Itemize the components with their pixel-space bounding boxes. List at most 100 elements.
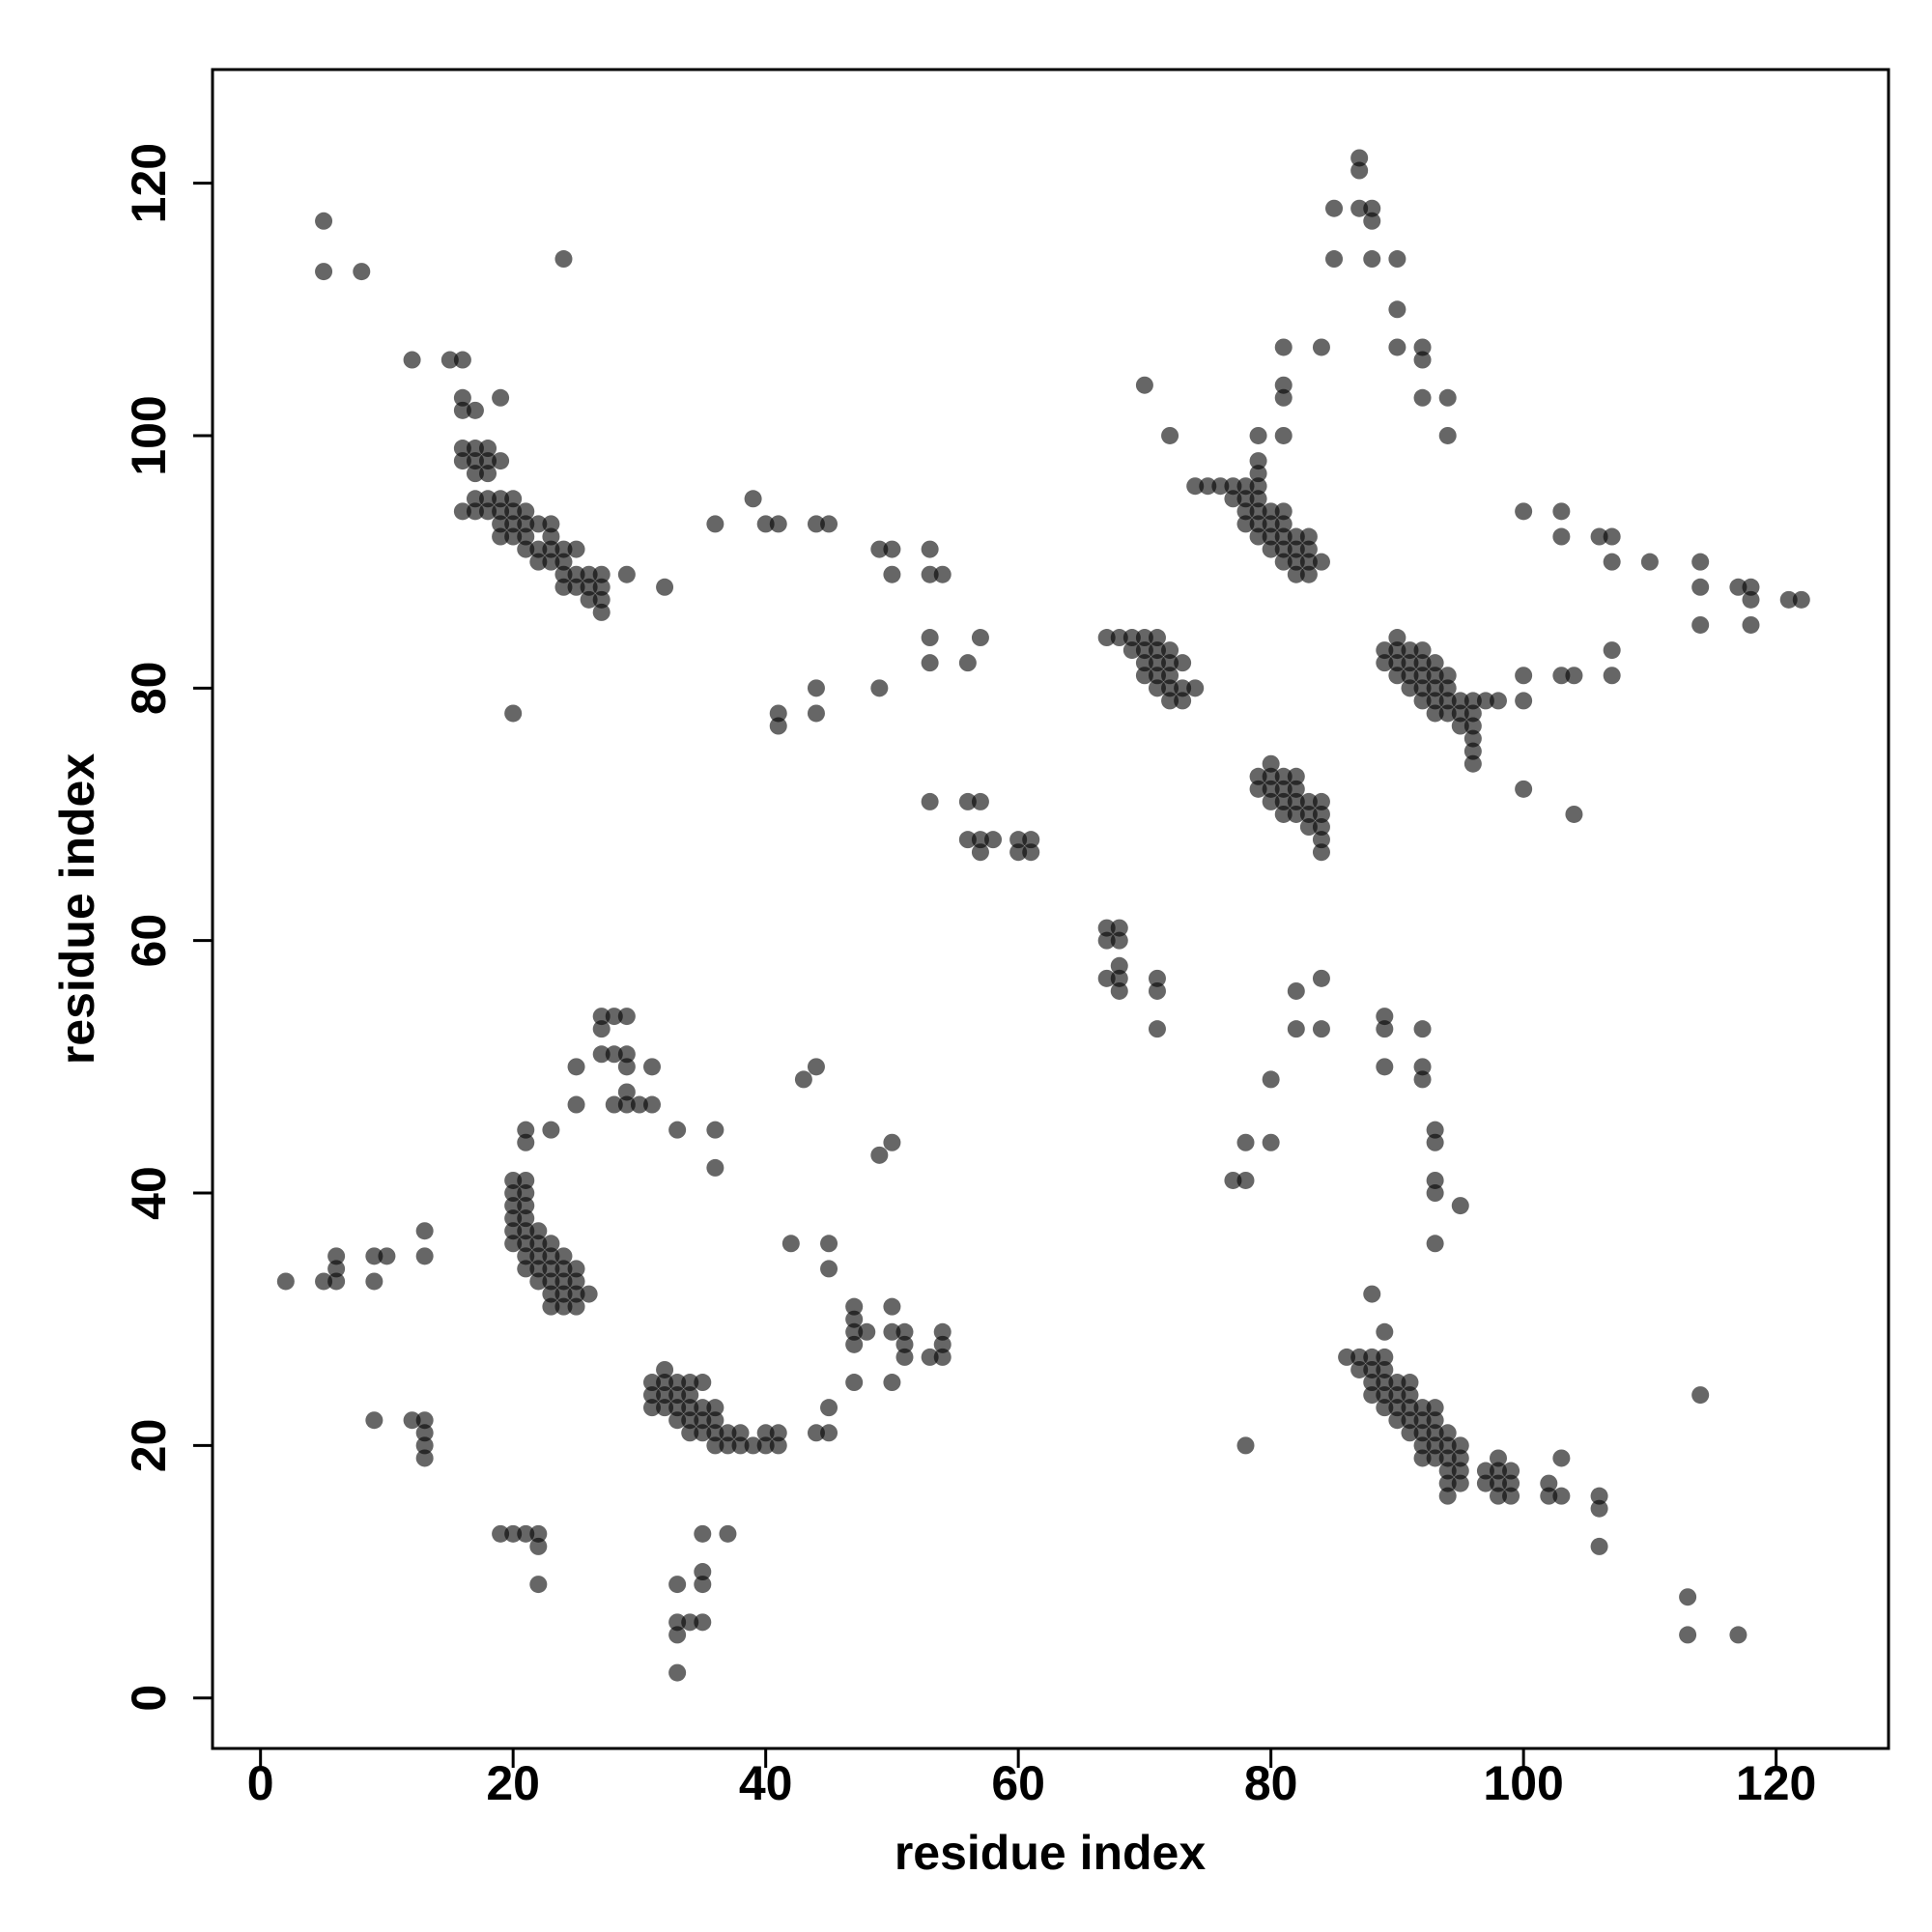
point [1463, 692, 1482, 710]
point [1363, 199, 1381, 217]
point [883, 540, 901, 558]
point [1363, 1348, 1381, 1366]
point [1110, 969, 1128, 987]
point [1287, 527, 1305, 546]
point [1413, 351, 1432, 369]
point [1274, 502, 1293, 521]
point [1565, 667, 1583, 685]
point [580, 578, 598, 596]
point [1135, 629, 1153, 647]
point [781, 1235, 800, 1253]
point [403, 1411, 421, 1430]
point [719, 1436, 737, 1455]
point [958, 831, 977, 849]
point [1338, 1348, 1356, 1366]
point [592, 603, 611, 621]
point [1312, 338, 1330, 356]
point [1388, 641, 1406, 660]
point [1489, 1474, 1507, 1492]
point [1463, 717, 1482, 735]
point [479, 440, 497, 458]
point [1148, 667, 1166, 685]
point [1552, 502, 1571, 521]
point [1097, 919, 1116, 937]
point [1249, 527, 1267, 546]
point [1413, 692, 1432, 710]
point [1236, 515, 1255, 533]
point [517, 515, 535, 533]
point [706, 1158, 724, 1177]
point [1148, 654, 1166, 672]
point [1249, 515, 1267, 533]
point [517, 527, 535, 546]
point [1148, 679, 1166, 697]
point [1262, 515, 1280, 533]
point [1451, 1436, 1469, 1455]
point [492, 527, 510, 546]
point [719, 1524, 737, 1543]
point [1388, 300, 1406, 319]
point [1489, 692, 1507, 710]
point [504, 1524, 523, 1543]
point [958, 654, 977, 672]
point [315, 212, 333, 230]
y-tick-label: 0 [122, 1685, 176, 1712]
point [1401, 1424, 1419, 1442]
point [820, 515, 838, 533]
point [1590, 1499, 1608, 1518]
point [1376, 1058, 1394, 1076]
point [1401, 1399, 1419, 1417]
point [1376, 1020, 1394, 1038]
point [1515, 667, 1533, 685]
point [694, 1563, 712, 1581]
point [1691, 615, 1710, 634]
point [1274, 376, 1293, 394]
point [1161, 679, 1179, 697]
point [820, 1235, 838, 1253]
point [731, 1424, 750, 1442]
point [1451, 704, 1469, 723]
point [756, 515, 775, 533]
point [617, 1045, 636, 1064]
point [453, 452, 471, 470]
point [1451, 1474, 1469, 1492]
point [1110, 981, 1128, 1000]
point [1363, 1285, 1381, 1303]
point [694, 1399, 712, 1417]
point [440, 351, 459, 369]
point [1174, 692, 1192, 710]
point [807, 704, 825, 723]
point [1476, 1462, 1494, 1480]
point [1236, 502, 1255, 521]
point [617, 1083, 636, 1101]
point [1426, 704, 1444, 723]
point [353, 263, 371, 281]
point [1161, 692, 1179, 710]
point [542, 1260, 560, 1278]
point [1135, 654, 1153, 672]
point [1438, 704, 1457, 723]
point [1148, 641, 1166, 660]
point [642, 1374, 661, 1392]
point [1388, 1411, 1406, 1430]
point [592, 1020, 611, 1038]
point [1590, 1487, 1608, 1505]
point [403, 351, 421, 369]
point [1274, 515, 1293, 533]
point [1274, 426, 1293, 444]
point [845, 1374, 864, 1392]
point [542, 1272, 560, 1291]
point [1287, 780, 1305, 798]
point [1540, 1474, 1558, 1492]
point [1388, 1386, 1406, 1405]
point [681, 1613, 699, 1632]
x-tick-label: 20 [486, 1756, 540, 1810]
point [1388, 250, 1406, 269]
point [1186, 477, 1205, 496]
point [1515, 692, 1533, 710]
point [504, 1235, 523, 1253]
point [807, 515, 825, 533]
point [921, 792, 939, 810]
point [554, 553, 573, 571]
point [807, 679, 825, 697]
